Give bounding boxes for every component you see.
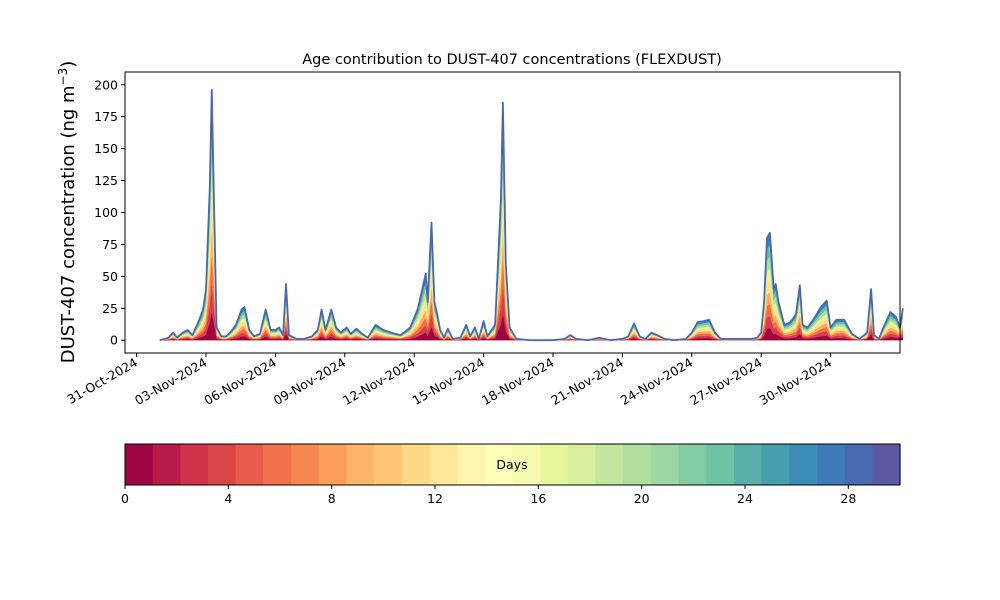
y-tick-label: 150	[94, 141, 118, 156]
age-band-area	[159, 201, 903, 341]
colorbar-swatch	[429, 444, 458, 485]
y-tick-label: 100	[94, 205, 118, 220]
colorbar-ticks: 0 4 8 12 16 20 24 28	[121, 485, 856, 506]
colorbar-swatch	[401, 444, 431, 485]
y-tick-label: 200	[94, 77, 118, 92]
y-tick-label: 75	[102, 237, 118, 252]
colorbar-tick-label: 8	[328, 491, 336, 506]
colorbar-swatch	[872, 444, 901, 485]
colorbar-label: Days	[496, 457, 527, 472]
colorbar-tick-label: 20	[634, 491, 650, 506]
total-concentration-line	[159, 89, 904, 342]
y-axis-label-main: DUST-407 concentration (ng m	[58, 85, 79, 363]
colorbar-swatch	[484, 444, 514, 485]
total-line-group	[159, 89, 904, 342]
colorbar-swatch	[235, 444, 264, 485]
age-band-area	[159, 173, 903, 341]
x-tick-label: 09-Nov-2024	[271, 355, 349, 408]
age-band-area	[159, 145, 903, 341]
colorbar-swatch	[650, 444, 680, 485]
y-tick-label: 50	[102, 269, 118, 284]
colorbar-tick-label: 28	[840, 491, 856, 506]
plot-frame	[124, 71, 901, 354]
colorbar-swatch	[789, 444, 818, 485]
colorbar-swatch	[208, 444, 237, 485]
chart-title: Age contribution to DUST-407 concentrati…	[302, 52, 722, 68]
colorbar-swatch	[816, 444, 846, 485]
colorbar-swatch	[595, 444, 624, 485]
x-tick-label: 21-Nov-2024	[548, 355, 626, 408]
age-band-area	[159, 312, 903, 341]
y-axis-ticks: 0 25 50 75 100 125 150 175 200	[94, 77, 125, 348]
colorbar-swatch	[844, 444, 873, 485]
y-tick-label: 175	[94, 109, 118, 124]
y-tick-label: 0	[110, 333, 118, 348]
age-band-area	[159, 256, 903, 341]
colorbar-swatch	[512, 444, 541, 485]
x-tick-label: 06-Nov-2024	[201, 355, 279, 408]
x-axis-ticks: 31-Oct-202403-Nov-202406-Nov-202409-Nov-…	[64, 353, 834, 408]
colorbar-tick-label: 24	[737, 491, 753, 506]
age-band-area	[159, 117, 903, 341]
colorbar-tick-label: 16	[530, 491, 546, 506]
colorbar-tick-label: 0	[121, 491, 129, 506]
age-band-area	[159, 229, 903, 341]
x-tick-label: 27-Nov-2024	[687, 355, 765, 408]
colorbar-swatch	[263, 444, 292, 485]
colorbar-swatch	[761, 444, 790, 485]
x-tick-label: 12-Nov-2024	[340, 355, 418, 408]
y-tick-label: 25	[102, 301, 118, 316]
colorbar-tick-label: 12	[427, 491, 443, 506]
x-tick-label: 30-Nov-2024	[757, 355, 835, 408]
colorbar-swatch	[706, 444, 735, 485]
age-band-area	[159, 89, 903, 341]
x-tick-label: 15-Nov-2024	[410, 355, 488, 408]
y-axis-label: DUST-407 concentration (ng m−3)	[56, 61, 79, 364]
colorbar-swatch	[623, 444, 652, 485]
colorbar-swatch	[318, 444, 348, 485]
y-axis-label-close: )	[58, 61, 79, 68]
colorbar-swatch	[540, 444, 569, 485]
colorbar-swatch	[457, 444, 486, 485]
colorbar-swatch	[678, 444, 707, 485]
colorbar-frame	[124, 443, 901, 486]
colorbar-swatch	[346, 444, 375, 485]
colorbar-swatch	[374, 444, 403, 485]
colorbar-swatch	[125, 444, 154, 485]
x-tick-label: 24-Nov-2024	[618, 355, 696, 408]
colorbar-swatch	[152, 444, 181, 485]
colorbar-swatch	[291, 444, 320, 485]
age-contribution-areas	[159, 89, 903, 341]
y-axis-label-superscript: −3	[56, 68, 70, 86]
age-band-area	[159, 284, 903, 341]
x-tick-label: 03-Nov-2024	[132, 355, 210, 408]
colorbar	[125, 444, 901, 485]
colorbar-tick-label: 4	[224, 491, 232, 506]
colorbar-swatch	[567, 444, 597, 485]
x-tick-label: 18-Nov-2024	[479, 355, 557, 408]
colorbar-swatch	[180, 444, 209, 485]
colorbar-swatch	[733, 444, 763, 485]
y-tick-label: 125	[94, 173, 118, 188]
